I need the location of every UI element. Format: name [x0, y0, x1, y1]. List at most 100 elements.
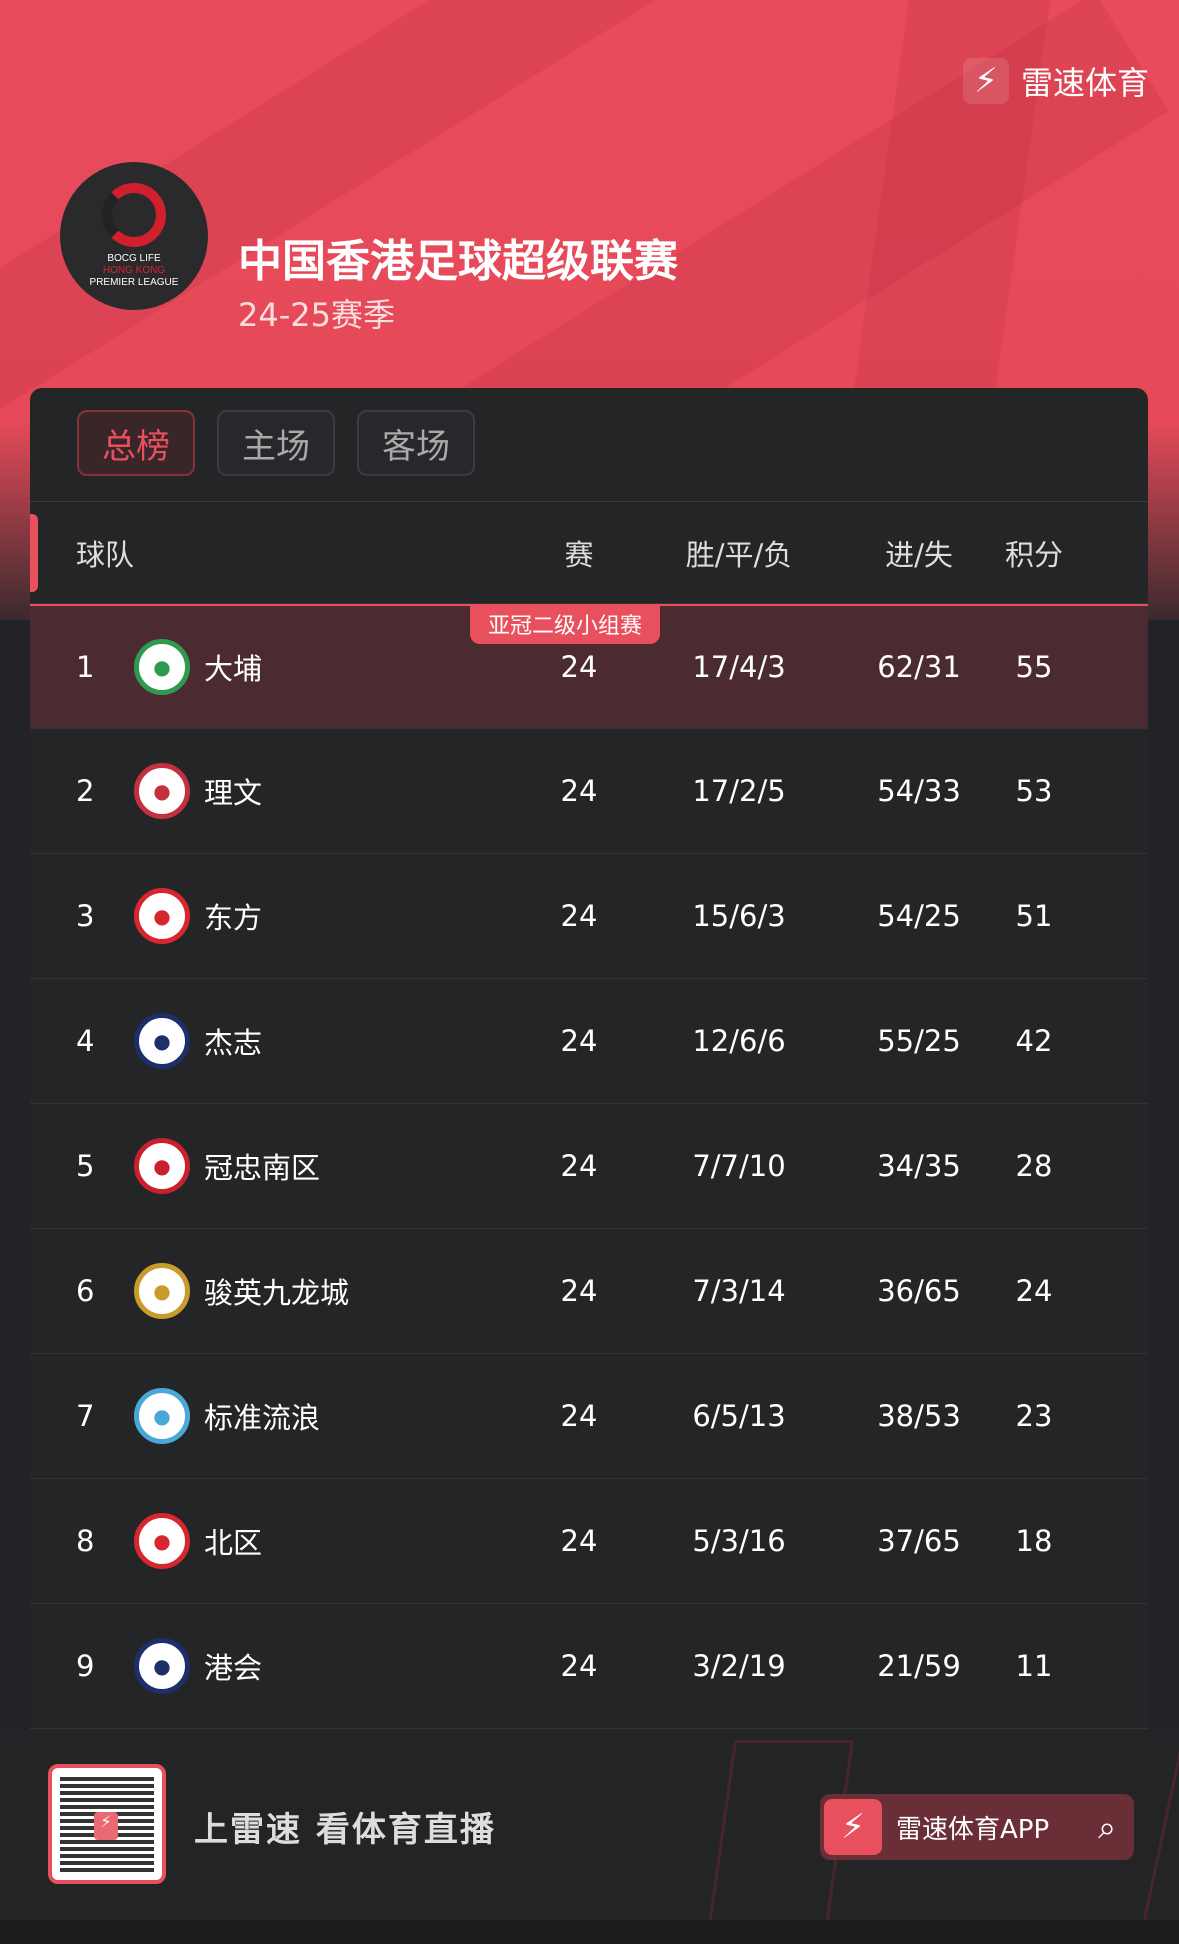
decor-stripe: [1132, 1730, 1179, 1920]
points: 24: [1015, 1274, 1053, 1308]
qr-code: [48, 1764, 166, 1884]
played: 24: [560, 1524, 598, 1558]
points: 11: [1015, 1649, 1053, 1683]
played: 24: [560, 1399, 598, 1433]
rank: 5: [76, 1149, 95, 1183]
played-header: 赛: [564, 537, 594, 572]
table-row[interactable]: 3 ● 东方 24 15/6/3 54/25 51: [30, 854, 1148, 979]
win-draw-loss: 6/5/13: [692, 1399, 786, 1433]
rank: 6: [76, 1274, 95, 1308]
team-cell: ● 杰志: [134, 1013, 519, 1069]
logo-text: BOCG LIFE: [107, 253, 161, 264]
table-row[interactable]: 亚冠二级小组赛 1 ● 大埔 24 17/4/3 62/31 55: [30, 604, 1148, 729]
rank: 9: [76, 1649, 95, 1683]
points: 28: [1015, 1149, 1053, 1183]
lightning-bolt-icon: ⚡: [962, 58, 1009, 104]
played: 24: [560, 1649, 598, 1683]
brand-name: 雷速体育: [1020, 64, 1149, 102]
table-row[interactable]: 6 ● 骏英九龙城 24 7/3/14 36/65 24: [30, 1229, 1148, 1354]
search-icon[interactable]: ⌕: [1098, 1807, 1116, 1846]
goals: 34/35: [877, 1149, 961, 1183]
goals: 55/25: [877, 1024, 961, 1058]
goals: 36/65: [877, 1274, 961, 1308]
lightning-bolt-icon: ⚡: [824, 1799, 882, 1855]
tab-home[interactable]: 主场: [217, 410, 335, 476]
win-draw-loss: 7/3/14: [692, 1274, 786, 1308]
team-crest-icon: ●: [134, 1138, 190, 1194]
league-logo: BOCG LIFE HONG KONG PREMIER LEAGUE: [60, 162, 208, 310]
team-crest-icon: ●: [134, 888, 190, 944]
table-row[interactable]: 4 ● 杰志 24 12/6/6 55/25 42: [30, 979, 1148, 1104]
table-row[interactable]: 8 ● 北区 24 5/3/16 37/65 18: [30, 1479, 1148, 1604]
win-draw-loss: 17/2/5: [692, 774, 786, 808]
rank: 8: [76, 1524, 95, 1558]
played: 24: [560, 774, 598, 808]
app-name: 雷速体育APP: [896, 1814, 1050, 1845]
bottom-bar: [0, 1920, 1179, 1944]
wdl-header: 胜/平/负: [685, 537, 793, 572]
tab-overall[interactable]: 总榜: [77, 410, 195, 476]
team-name[interactable]: 港会: [204, 1651, 263, 1685]
team-name[interactable]: 杰志: [204, 1026, 263, 1060]
footer-slogan: 上雷速 看体育直播: [194, 1810, 496, 1850]
league-emblem-icon: [102, 183, 166, 247]
team-cell: ● 港会: [134, 1638, 519, 1694]
rank: 3: [76, 899, 95, 933]
table-header: 球队 赛 胜/平/负 进/失 积分: [30, 502, 1148, 604]
team-name[interactable]: 北区: [204, 1526, 263, 1560]
table-row[interactable]: 9 ● 港会 24 3/2/19 21/59 11: [30, 1604, 1148, 1729]
team-crest-icon: ●: [134, 763, 190, 819]
team-cell: ● 理文: [134, 763, 519, 819]
rank: 1: [76, 650, 95, 684]
league-title: 中国香港足球超级联赛: [238, 236, 678, 287]
tab-bar: 总榜 主场 客场: [30, 388, 1148, 502]
qualification-badge: 亚冠二级小组赛: [470, 604, 661, 644]
tab-away[interactable]: 客场: [357, 410, 475, 476]
team-crest-icon: ●: [134, 1513, 190, 1569]
table-row[interactable]: 2 ● 理文 24 17/2/5 54/33 53: [30, 729, 1148, 854]
goals: 21/59: [877, 1649, 961, 1683]
goals: 54/33: [877, 774, 961, 808]
goals: 38/53: [877, 1399, 961, 1433]
footer-banner: 上雷速 看体育直播 ⚡ 雷速体育APP ⌕: [0, 1730, 1179, 1920]
played: 24: [560, 650, 598, 684]
played: 24: [560, 899, 598, 933]
goals: 62/31: [877, 650, 961, 684]
team-name[interactable]: 东方: [204, 901, 263, 935]
rank: 2: [76, 774, 95, 808]
points: 42: [1015, 1024, 1053, 1058]
team-cell: ● 北区: [134, 1513, 519, 1569]
win-draw-loss: 3/2/19: [692, 1649, 786, 1683]
team-crest-icon: ●: [134, 639, 190, 695]
logo-text: PREMIER LEAGUE: [89, 277, 179, 288]
team-name[interactable]: 大埔: [204, 652, 263, 686]
table-row[interactable]: 5 ● 冠忠南区 24 7/7/10 34/35 28: [30, 1104, 1148, 1229]
win-draw-loss: 15/6/3: [692, 899, 786, 933]
team-name[interactable]: 冠忠南区: [204, 1151, 321, 1185]
goals-header: 进/失: [885, 537, 953, 572]
points: 18: [1015, 1524, 1053, 1558]
team-cell: ● 标准流浪: [134, 1388, 519, 1444]
team-header: 球队: [76, 537, 135, 572]
team-name[interactable]: 标准流浪: [204, 1401, 321, 1435]
win-draw-loss: 7/7/10: [692, 1149, 786, 1183]
logo-text: HONG KONG: [102, 265, 166, 276]
team-name[interactable]: 理文: [204, 776, 263, 810]
standings-card: 总榜 主场 客场 球队 赛 胜/平/负 进/失 积分 亚冠二级小组赛 1 ● 大埔…: [30, 388, 1148, 1730]
goals: 54/25: [877, 899, 961, 933]
played: 24: [560, 1149, 598, 1183]
win-draw-loss: 5/3/16: [692, 1524, 786, 1558]
rank: 4: [76, 1024, 95, 1058]
season-label: 24-25赛季: [238, 296, 395, 334]
team-cell: ● 骏英九龙城: [134, 1263, 519, 1319]
goals: 37/65: [877, 1524, 961, 1558]
table-row[interactable]: 7 ● 标准流浪 24 6/5/13 38/53 23: [30, 1354, 1148, 1479]
team-crest-icon: ●: [134, 1388, 190, 1444]
points-header: 积分: [1004, 537, 1063, 572]
brand-logo: ⚡ 雷速体育: [962, 58, 1149, 104]
team-name[interactable]: 骏英九龙城: [204, 1276, 350, 1310]
team-cell: ● 大埔: [134, 639, 519, 695]
played: 24: [560, 1274, 598, 1308]
points: 51: [1015, 899, 1053, 933]
app-search-button[interactable]: ⚡ 雷速体育APP ⌕: [820, 1794, 1134, 1860]
